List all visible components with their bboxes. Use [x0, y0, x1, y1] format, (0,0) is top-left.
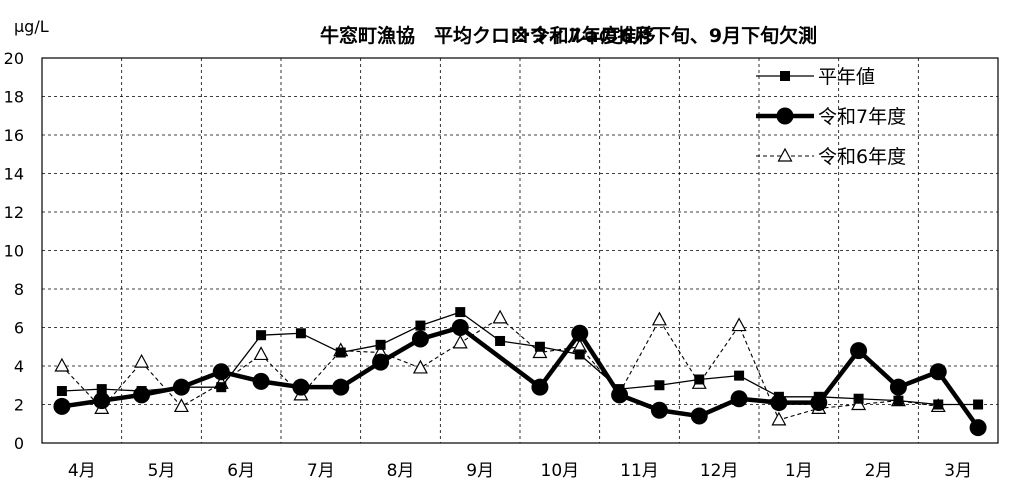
data-point-circle — [411, 330, 429, 348]
x-tick-label: 6月 — [227, 461, 255, 481]
data-point-circle — [252, 372, 270, 390]
y-tick-label: 20 — [4, 49, 24, 68]
legend-label: 令和7年度 — [818, 106, 906, 128]
data-point-square — [574, 349, 585, 360]
data-point-triangle — [777, 147, 793, 162]
data-point-square — [933, 399, 944, 410]
data-point-circle — [372, 353, 390, 371]
data-point-square — [694, 374, 705, 385]
x-tick-label: 12月 — [700, 461, 739, 481]
y-unit-label: μg/L — [14, 17, 49, 36]
data-point-circle — [172, 378, 190, 396]
chart-subtitle: ※令和7年度6月下旬、9月下旬欠測 — [512, 24, 817, 47]
data-point-circle — [531, 378, 549, 396]
data-point-circle — [850, 342, 868, 360]
data-point-square — [415, 320, 426, 331]
data-point-circle — [969, 419, 987, 437]
data-point-triangle — [731, 317, 747, 332]
data-point-circle — [332, 378, 350, 396]
data-point-triangle — [134, 353, 150, 368]
data-point-circle — [730, 390, 748, 408]
data-point-square — [256, 330, 267, 341]
data-point-square — [734, 370, 745, 381]
data-point-square — [534, 341, 545, 352]
data-point-square — [853, 393, 864, 404]
data-point-triangle — [492, 309, 508, 324]
y-tick-label: 12 — [4, 203, 24, 222]
data-point-square — [96, 384, 107, 395]
y-tick-label: 10 — [4, 242, 24, 261]
data-point-square — [295, 328, 306, 339]
data-point-triangle — [173, 398, 189, 413]
data-point-square — [56, 386, 67, 397]
data-point-triangle — [54, 357, 70, 372]
data-point-circle — [93, 392, 111, 410]
data-point-circle — [650, 401, 668, 419]
legend-label: 平年値 — [818, 66, 875, 88]
data-point-square — [216, 382, 227, 393]
x-tick-label: 11月 — [620, 461, 659, 481]
x-tick-label: 8月 — [387, 461, 415, 481]
data-point-square — [375, 339, 386, 350]
x-tick-label: 1月 — [785, 461, 813, 481]
data-point-circle — [611, 386, 629, 404]
x-tick-label: 5月 — [148, 461, 176, 481]
legend-label: 令和6年度 — [818, 146, 906, 168]
data-point-square — [495, 335, 506, 346]
y-tick-label: 14 — [4, 165, 24, 184]
x-tick-label: 3月 — [944, 461, 972, 481]
data-point-circle — [571, 324, 589, 342]
data-point-circle — [53, 397, 71, 415]
data-point-circle — [292, 378, 310, 396]
x-tick-label: 10月 — [541, 461, 580, 481]
data-point-square — [780, 71, 790, 81]
data-point-triangle — [651, 311, 667, 326]
data-point-circle — [929, 363, 947, 381]
y-tick-label: 4 — [14, 357, 24, 376]
chart-title: 牛窓町漁協 平均クロロフィルaの推移 — [320, 24, 655, 47]
y-tick-label: 16 — [4, 126, 24, 145]
data-point-circle — [770, 394, 788, 412]
y-tick-label: 2 — [14, 396, 24, 415]
data-point-square — [893, 395, 904, 406]
data-point-circle — [776, 107, 794, 125]
data-point-triangle — [412, 359, 428, 374]
data-point-triangle — [253, 346, 269, 361]
x-tick-label: 7月 — [307, 461, 335, 481]
data-point-circle — [889, 378, 907, 396]
data-point-triangle — [452, 334, 468, 349]
series-line-dashed-open-triangle — [61, 317, 939, 421]
data-point-circle — [690, 407, 708, 425]
data-point-square — [335, 347, 346, 358]
data-point-circle — [133, 386, 151, 404]
data-point-triangle — [771, 411, 787, 426]
x-tick-label: 4月 — [68, 461, 96, 481]
y-tick-label: 8 — [14, 280, 24, 299]
data-point-circle — [451, 319, 469, 336]
y-tick-label: 18 — [4, 88, 24, 107]
data-point-square — [455, 307, 466, 318]
y-tick-label: 6 — [14, 319, 24, 338]
x-tick-label: 2月 — [865, 461, 893, 481]
data-point-circle — [212, 363, 230, 381]
data-point-circle — [810, 394, 828, 412]
data-point-square — [973, 399, 984, 410]
x-tick-label: 9月 — [466, 461, 494, 481]
y-tick-label: 0 — [14, 434, 24, 453]
data-point-square — [654, 380, 665, 391]
